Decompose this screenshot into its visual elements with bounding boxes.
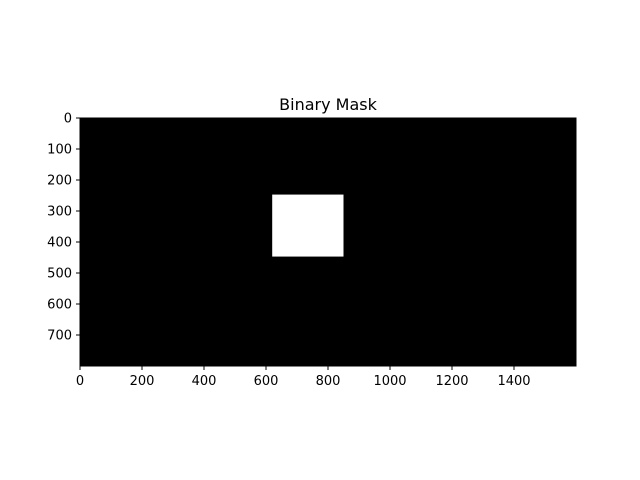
y-tick-label-100: 100: [47, 143, 72, 158]
x-tick-label-1200: 1200: [435, 374, 468, 389]
y-tick-label-600: 600: [47, 298, 72, 313]
y-tick-label-400: 400: [47, 236, 72, 251]
x-tick-label-800: 800: [316, 374, 341, 389]
x-tick-label-400: 400: [192, 374, 217, 389]
plot-area: [79, 117, 577, 367]
y-tick-label-500: 500: [47, 267, 72, 282]
y-tick-label-300: 300: [47, 205, 72, 220]
x-tick-label-200: 200: [130, 374, 155, 389]
chart-title: Binary Mask: [279, 95, 377, 114]
x-tick-label-600: 600: [254, 374, 279, 389]
x-axis: 0 200 400 600 800 1000 1200 1400: [76, 366, 531, 389]
x-tick-label-1400: 1400: [497, 374, 530, 389]
mask-region-1: [272, 194, 344, 257]
x-tick-label-0: 0: [76, 374, 84, 389]
y-tick-label-0: 0: [64, 112, 72, 127]
x-tick-label-1000: 1000: [373, 374, 406, 389]
y-axis: 0 100 200 300 400 500 600 700: [47, 112, 80, 344]
y-tick-label-200: 200: [47, 174, 72, 189]
y-tick-label-700: 700: [47, 329, 72, 344]
